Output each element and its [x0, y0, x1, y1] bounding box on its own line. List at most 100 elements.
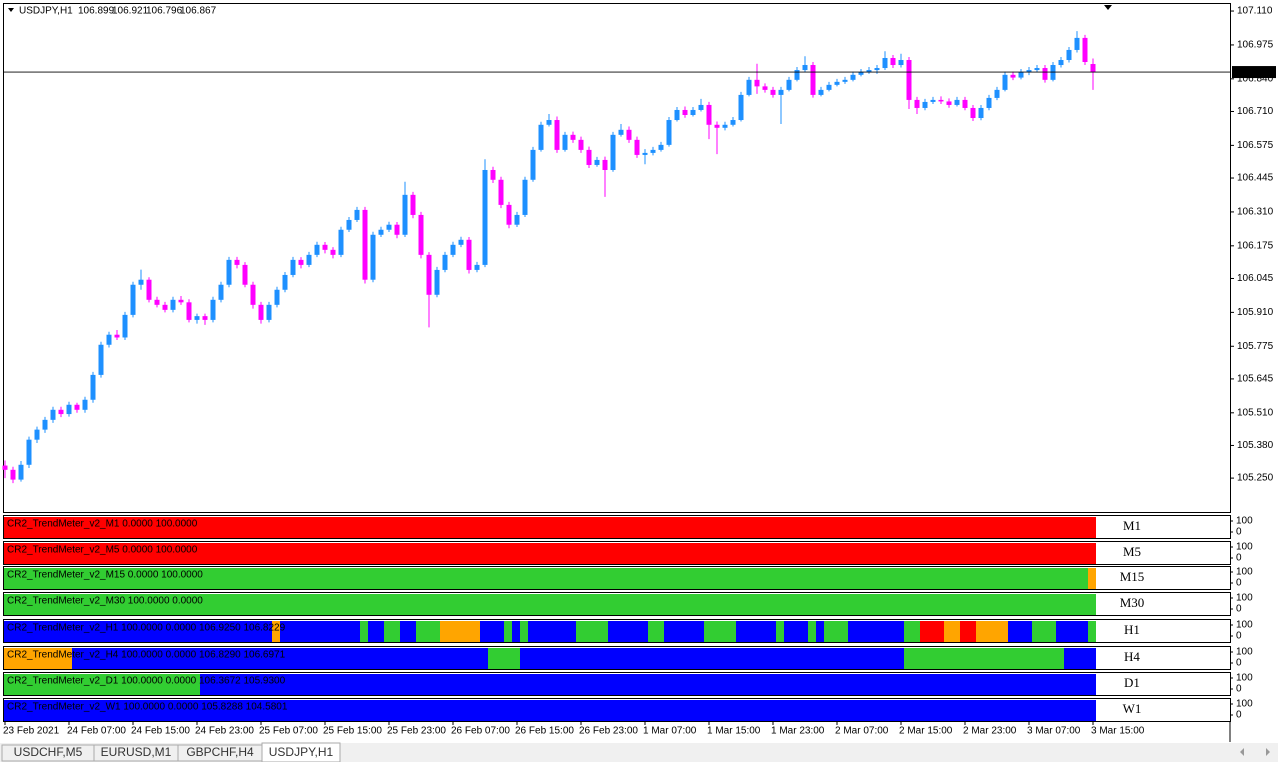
panel-label: H4 [1124, 649, 1140, 664]
candle-body [1058, 60, 1064, 66]
candle-body [490, 169, 496, 180]
panel-label: M15 [1120, 569, 1145, 584]
candle-body [98, 344, 104, 375]
candle-body [1010, 74, 1016, 78]
state-segment [416, 621, 440, 642]
candle-body [618, 129, 624, 135]
candle-body [682, 109, 688, 115]
y-tick-label: 0 [1236, 527, 1242, 538]
x-tick-label: 1 Mar 15:00 [707, 726, 761, 737]
state-segment [736, 621, 776, 642]
candle-body [330, 249, 336, 255]
candle-body [138, 279, 144, 285]
candle-body [1026, 70, 1032, 73]
candle-body [290, 259, 296, 275]
tab[interactable]: USDCHF,M5 [1, 744, 95, 762]
tab-box[interactable] [261, 742, 341, 762]
candle-body [570, 134, 576, 140]
panel-label: H1 [1124, 622, 1140, 637]
candle-body [178, 299, 184, 303]
y-tick-label: 106.975 [1237, 40, 1274, 51]
y-tick-label: 0 [1236, 631, 1242, 642]
tab-label[interactable]: USDJPY,H1 [269, 745, 334, 759]
candle-body [666, 120, 672, 145]
candle-body [250, 284, 256, 305]
tab[interactable]: EURUSD,M1 [93, 744, 179, 762]
y-tick-label: 105.380 [1237, 440, 1274, 451]
state-segment [488, 648, 520, 669]
header-ohlc: 106.796 [146, 6, 183, 17]
candle-body [266, 304, 272, 320]
candle-body [986, 97, 992, 108]
x-tick-label: 23 Feb 2021 [3, 726, 60, 737]
candle-body [850, 74, 856, 80]
candle-body [946, 101, 952, 105]
y-tick-label: 106.310 [1237, 207, 1274, 218]
x-tick-label: 2 Mar 07:00 [835, 726, 889, 737]
x-tick-label: 26 Feb 15:00 [515, 726, 574, 737]
panel-title: CR2_TrendMeter_v2_M1 0.0000 100.0000 [7, 519, 198, 530]
candle-body [2, 465, 8, 470]
candle-body [10, 469, 16, 480]
x-tick-label: 3 Mar 15:00 [1091, 726, 1145, 737]
y-tick-label: 100 [1236, 542, 1253, 553]
candle-body [474, 264, 480, 270]
y-tick-label: 106.840 [1237, 73, 1274, 84]
state-segment [904, 621, 920, 642]
tab-label[interactable]: GBPCHF,H4 [186, 745, 254, 759]
panel-title: CR2_TrendMeter_v2_M15 0.0000 100.0000 [7, 570, 203, 581]
tab[interactable]: USDJPY,H1 [261, 742, 341, 762]
candle-body [202, 316, 208, 320]
tab[interactable]: GBPCHF,H4 [177, 744, 263, 762]
candle-body [866, 70, 872, 73]
candle-body [402, 194, 408, 235]
y-tick-label: 106.575 [1237, 140, 1274, 151]
y-tick-label: 105.645 [1237, 374, 1274, 385]
candle-body [362, 209, 368, 280]
candle-body [994, 89, 1000, 98]
candle-body [1002, 74, 1008, 90]
candle-body [434, 269, 440, 295]
candle-body [1066, 49, 1072, 61]
state-segment [808, 621, 816, 642]
tab-label[interactable]: USDCHF,M5 [14, 745, 83, 759]
candle-body [738, 94, 744, 121]
x-tick-label: 1 Mar 23:00 [771, 726, 825, 737]
candle-body [818, 89, 824, 95]
candle-body [794, 70, 800, 80]
state-segment [648, 621, 664, 642]
state-segment [528, 621, 576, 642]
candle-body [658, 144, 664, 150]
shift-marker [1104, 5, 1112, 10]
candle-body [858, 72, 864, 75]
candle-body [786, 79, 792, 90]
candle-body [450, 244, 456, 255]
tab-label[interactable]: EURUSD,M1 [101, 745, 172, 759]
y-tick-label: 105.250 [1237, 473, 1274, 484]
state-segment [664, 621, 704, 642]
y-tick-label: 107.110 [1237, 6, 1273, 17]
state-segment [504, 621, 512, 642]
candle-body [410, 194, 416, 215]
candle-body [930, 99, 936, 102]
y-tick-label: 100 [1236, 593, 1253, 604]
state-segment [368, 621, 384, 642]
candle-body [458, 239, 464, 245]
y-tick-label: 105.775 [1237, 341, 1274, 352]
state-segment [512, 621, 520, 642]
candle-body [106, 334, 112, 345]
candle-body [394, 224, 400, 235]
candle-body [218, 284, 224, 300]
state-segment [824, 621, 848, 642]
y-tick-label: 100 [1236, 516, 1253, 527]
candle-body [370, 234, 376, 280]
y-tick-label: 106.045 [1237, 273, 1274, 284]
state-segment [704, 621, 736, 642]
price-label-box [1232, 66, 1276, 79]
y-tick-label: 106.175 [1237, 240, 1274, 251]
y-tick-label: 100 [1236, 647, 1253, 658]
menu-triangle[interactable] [8, 8, 14, 12]
candle-body [578, 139, 584, 150]
candle-body [802, 65, 808, 71]
